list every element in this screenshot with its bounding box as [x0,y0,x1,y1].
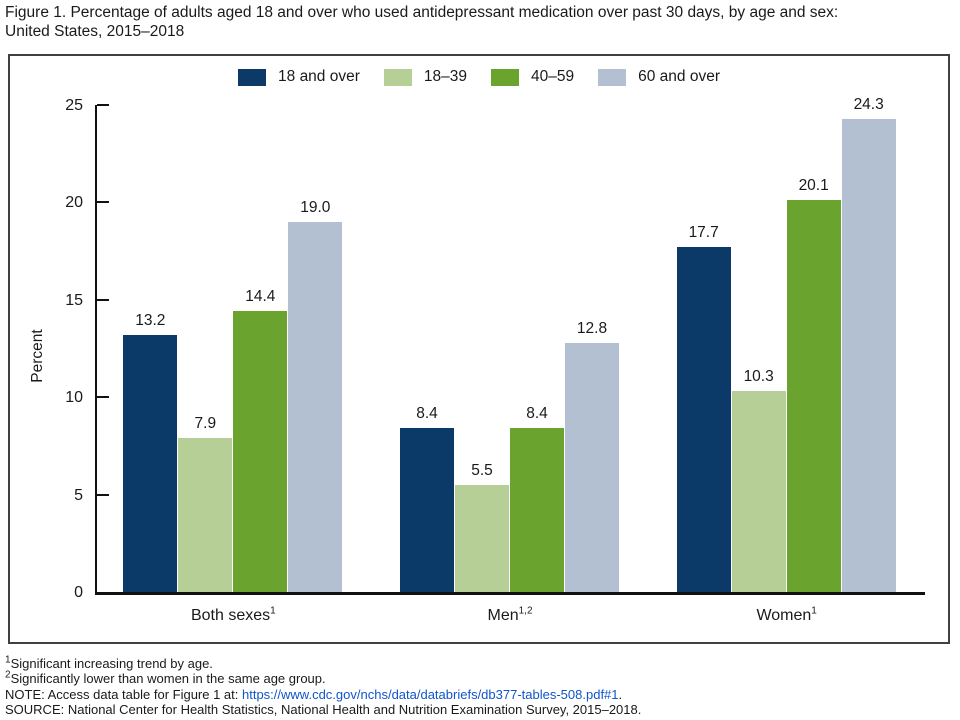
y-tick-label-0: 0 [74,584,83,601]
y-tick-mark-10 [97,396,109,399]
y-tick-mark-25 [97,104,109,106]
bar-60-and-over-women [841,118,896,592]
y-tick-mark-20 [97,201,109,204]
data-table-link[interactable]: https://www.cdc.gov/nchs/data/databriefs… [242,686,619,702]
bar-value-label: 7.9 [194,415,217,433]
y-tick-mark-5 [97,493,109,496]
legend: 18 and over 18–39 40–59 60 and over [10,68,948,86]
figure-title-line1: Figure 1. Percentage of adults aged 18 a… [5,4,839,21]
bar-40-59-women [786,200,841,592]
bar-18-and-over-men [400,428,454,592]
bar-60-and-over-both-sexes [288,221,343,592]
x-category-label-men: Men1,2 [487,605,533,624]
bar-value-label: 8.4 [526,405,548,423]
legend-item-60-and-over: 60 and over [598,68,720,86]
footnote-line: NOTE: Access data table for Figure 1 at:… [5,686,623,702]
bar-40-59-both-sexes [233,311,288,592]
footnote-line: 1Significant increasing trend by age. [5,654,213,671]
legend-item-40-59: 40–59 [491,68,574,86]
bar-value-label: 12.8 [576,319,608,337]
bar-18-and-over-women [676,247,731,592]
plot-area: 0 5 10 15 20 25 13.2 8.4 17.7 7.9 5.5 10.3 14.4 8.4 20… [65,96,925,624]
legend-swatch-18-39 [383,68,412,86]
x-axis-line [95,592,925,595]
bar-value-label: 17.7 [688,224,719,242]
legend-label: 40–59 [531,68,575,85]
bar-value-label: 19.0 [300,198,331,216]
chart-container: 18 and over 18–39 40–59 60 and over Percent… [8,54,950,644]
legend-item-18-and-over: 18 and over [238,68,360,86]
footnotes: 1Significant increasing trend by age. 2Si… [5,654,955,717]
y-tick-label-25: 25 [65,97,83,114]
y-axis-label: Percent [29,329,46,383]
bar-value-label: 14.4 [245,288,276,306]
legend-label: 18 and over [278,68,360,85]
y-tick-label-20: 20 [65,194,83,212]
x-category-label-women: Women1 [756,605,817,624]
legend-label: 18–39 [423,68,467,85]
figure-title: Figure 1. Percentage of adults aged 18 a… [5,3,955,41]
y-tick-label-5: 5 [74,486,83,504]
legend-label: 60 and over [638,68,720,85]
bar-value-label: 10.3 [743,368,774,386]
bar-value-label: 8.4 [416,405,438,423]
bar-60-and-over-men [565,342,619,592]
bar-18-39-women [731,391,786,592]
bar-value-label: 5.5 [471,461,493,479]
bar-18-39-both-sexes [178,438,233,592]
legend-swatch-18-and-over [238,68,267,86]
bar-value-label: 20.1 [798,177,829,195]
legend-swatch-60-and-over [598,68,627,86]
bar-40-59-men [510,428,564,592]
footnote-line: 2Significantly lower than women in the s… [5,669,326,687]
legend-item-18-39: 18–39 [383,68,467,86]
figure-title-line2: United States, 2015–2018 [5,23,185,40]
legend-swatch-40-59 [491,68,519,86]
y-tick-mark-15 [97,298,109,301]
bar-value-label: 13.2 [135,311,166,329]
y-tick-label-15: 15 [65,291,83,309]
bar-value-label: 24.3 [853,95,884,113]
bar-18-39-men [455,484,509,592]
bar-18-and-over-both-sexes [123,334,178,592]
footnote-line: SOURCE: National Center for Health Stati… [5,701,642,717]
y-tick-label-10: 10 [65,389,83,407]
x-category-label-both-sexes: Both sexes1 [190,605,276,624]
y-axis-line [95,105,97,595]
